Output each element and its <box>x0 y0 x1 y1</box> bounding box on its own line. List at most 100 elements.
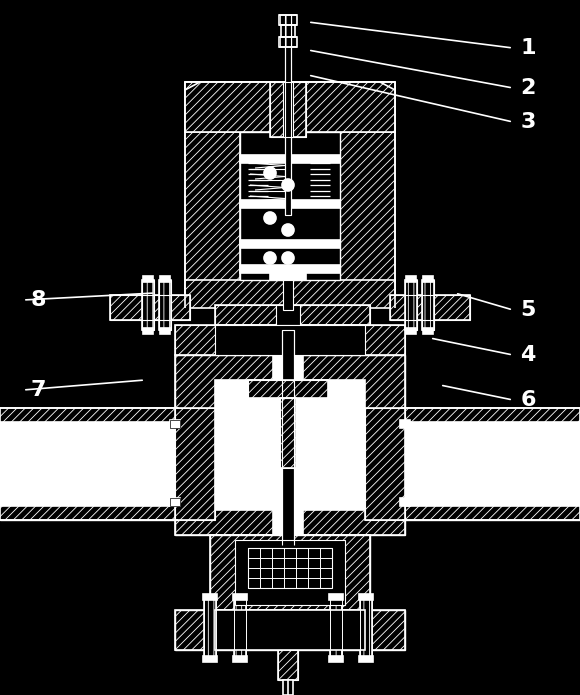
Bar <box>406 328 416 334</box>
Bar <box>279 15 297 25</box>
Bar <box>235 540 345 605</box>
Text: 8: 8 <box>30 290 46 310</box>
Bar <box>329 656 343 662</box>
Bar <box>185 82 395 132</box>
Bar <box>234 598 246 658</box>
Bar <box>159 280 171 330</box>
Bar <box>402 506 580 520</box>
Bar <box>405 280 417 330</box>
Circle shape <box>282 179 294 191</box>
Bar <box>142 280 154 330</box>
Text: 2: 2 <box>520 78 536 98</box>
Bar <box>110 295 190 320</box>
Text: 7: 7 <box>30 380 46 400</box>
Polygon shape <box>185 82 395 132</box>
Bar <box>175 610 405 650</box>
Bar <box>159 280 171 330</box>
Text: B: B <box>9 450 27 470</box>
Bar <box>210 535 370 610</box>
Bar <box>273 505 303 535</box>
Bar <box>422 280 434 330</box>
Bar <box>365 408 405 520</box>
Bar <box>143 276 153 282</box>
Bar <box>240 265 340 273</box>
Bar <box>329 594 343 600</box>
Text: 6: 6 <box>520 390 536 410</box>
Bar <box>400 420 410 428</box>
Bar <box>405 280 417 330</box>
Text: A: A <box>539 450 557 470</box>
Circle shape <box>264 212 276 224</box>
Bar <box>330 598 342 658</box>
Bar <box>240 132 340 280</box>
Bar <box>143 328 153 334</box>
Bar <box>233 656 247 662</box>
Circle shape <box>282 252 294 264</box>
Bar <box>215 610 365 650</box>
Bar <box>0 422 178 506</box>
Bar <box>423 328 433 334</box>
Bar <box>160 328 170 334</box>
Bar <box>360 598 372 658</box>
Bar <box>330 598 342 658</box>
Text: 3: 3 <box>520 112 536 132</box>
Bar <box>204 598 216 658</box>
Bar <box>0 408 178 422</box>
Bar <box>285 15 291 215</box>
Bar <box>142 280 154 330</box>
Bar <box>273 355 303 380</box>
Circle shape <box>264 252 276 264</box>
Bar <box>283 82 293 137</box>
Bar <box>175 355 405 535</box>
Bar <box>281 25 295 37</box>
Bar <box>278 650 298 680</box>
Bar <box>160 276 170 282</box>
Bar <box>215 380 365 510</box>
Bar <box>175 610 405 650</box>
Bar <box>203 594 217 600</box>
Bar <box>360 598 372 658</box>
Bar <box>175 408 215 520</box>
Bar <box>280 398 296 468</box>
Bar <box>359 594 373 600</box>
Bar <box>406 276 416 282</box>
Bar <box>175 408 215 520</box>
Bar <box>359 656 373 662</box>
Bar <box>234 598 246 658</box>
Text: 1: 1 <box>520 38 536 58</box>
Bar <box>215 305 370 325</box>
Bar <box>215 305 370 325</box>
Bar <box>170 420 180 428</box>
Bar <box>422 280 434 330</box>
Bar <box>402 408 580 422</box>
Text: 4: 4 <box>520 345 536 365</box>
Bar <box>210 535 370 610</box>
Bar <box>240 200 340 208</box>
Circle shape <box>282 224 294 236</box>
Bar <box>283 680 293 695</box>
Bar <box>175 325 405 355</box>
Bar <box>270 270 306 280</box>
Bar <box>400 498 410 506</box>
Circle shape <box>264 167 276 179</box>
Bar <box>423 276 433 282</box>
Bar <box>282 330 294 545</box>
Bar <box>248 380 328 398</box>
Bar <box>390 295 470 320</box>
Bar <box>185 82 240 307</box>
Bar <box>233 594 247 600</box>
Bar <box>0 408 178 520</box>
Bar <box>402 422 580 506</box>
Bar <box>0 506 178 520</box>
Bar <box>203 656 217 662</box>
Bar <box>340 82 395 307</box>
Bar <box>402 408 580 520</box>
Bar <box>278 650 298 680</box>
Bar <box>240 155 340 163</box>
Bar <box>365 408 405 520</box>
Bar <box>270 82 306 137</box>
Bar <box>204 598 216 658</box>
Bar <box>270 82 306 137</box>
Bar <box>283 280 293 310</box>
Bar <box>175 325 405 355</box>
